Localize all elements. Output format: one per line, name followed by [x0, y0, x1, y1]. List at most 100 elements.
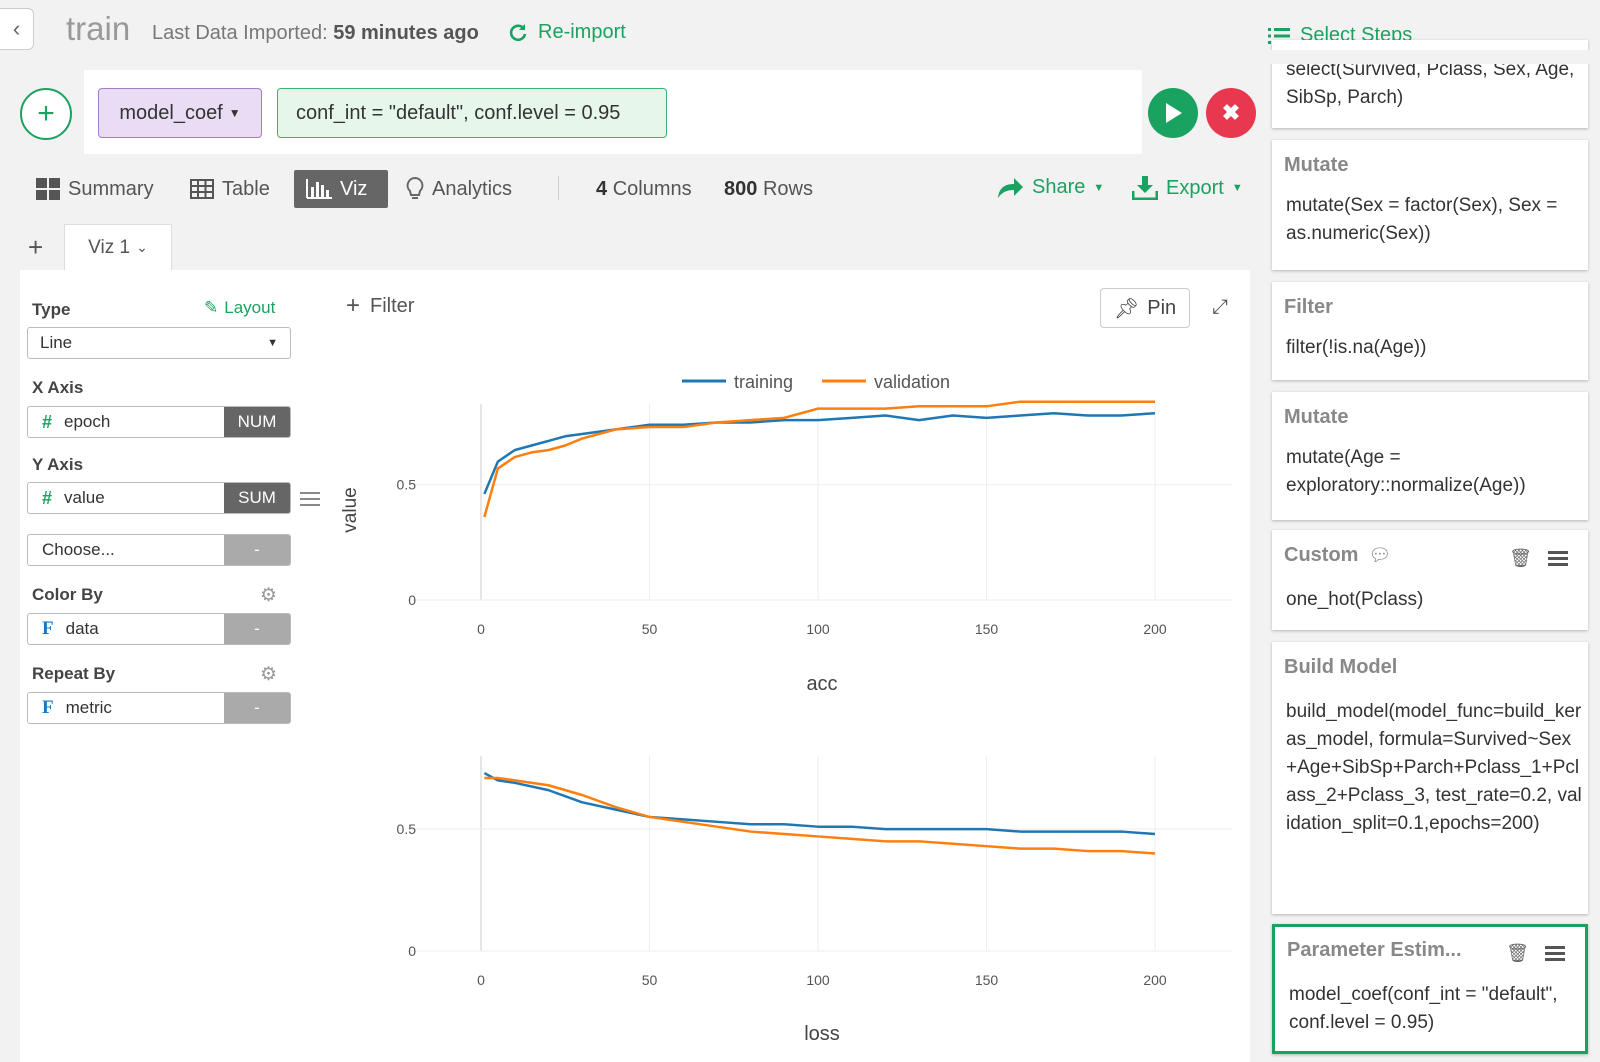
series-line-validation [483, 400, 1155, 518]
arguments-input[interactable]: conf_int = "default", conf.level = 0.95 [277, 88, 667, 138]
hash-icon: # [42, 487, 53, 508]
step-body: model_coef(conf_int = "default", conf.le… [1289, 984, 1558, 1033]
step-card-filter[interactable]: Filter filter(!is.na(Age)) [1272, 282, 1588, 380]
filter-button[interactable]: + Filter [346, 292, 415, 319]
tab-analytics[interactable]: Analytics [394, 170, 524, 208]
layout-button[interactable]: ✎ Layout [204, 298, 276, 317]
comment-icon[interactable]: 💬︎ [1368, 545, 1392, 565]
series-line-training [483, 771, 1156, 836]
menu-icon[interactable] [1545, 943, 1565, 964]
divider [558, 176, 559, 200]
step-card-build-model[interactable]: Build Model build_model(model_func=build… [1272, 642, 1588, 914]
repeat-by-label: Repeat By [32, 664, 116, 683]
chart-type-select[interactable]: Line ▼ [27, 327, 291, 359]
hash-icon: # [42, 411, 53, 432]
color-by-label: Color By [32, 585, 103, 604]
reimport-button[interactable]: Re-import [508, 21, 626, 44]
chevron-down-icon: ⌄ [136, 239, 148, 255]
add-viz-button[interactable]: + [28, 232, 43, 263]
y-axis-label: value [340, 487, 361, 532]
x-tick-label: 150 [975, 621, 999, 637]
legend-label: validation [874, 372, 950, 392]
share-button[interactable]: Share ▼ [996, 176, 1104, 199]
tab-table[interactable]: Table [178, 170, 282, 208]
step-title: Build Model [1284, 656, 1398, 678]
x-tick-label: 0 [477, 972, 485, 988]
facet-title: acc [806, 673, 837, 695]
x-tick-label: 150 [975, 972, 999, 988]
x-tick-label: 200 [1143, 621, 1167, 637]
series-line-training [483, 411, 1156, 495]
x-axis-field[interactable]: # epoch NUM [27, 406, 291, 438]
function-select[interactable]: model_coef ▼ [98, 88, 262, 138]
export-button[interactable]: Export ▼ [1132, 176, 1243, 200]
pin-icon: 📌︎ [1113, 297, 1140, 320]
back-button[interactable]: ‹ [0, 8, 34, 50]
series-line-validation [484, 776, 1156, 855]
plus-icon: + [28, 232, 44, 262]
gear-icon[interactable]: ⚙ [260, 585, 278, 606]
trash-icon[interactable]: 🗑︎ [1509, 548, 1532, 568]
x-tick-label: 100 [806, 621, 830, 637]
y-tick-label: 0 [408, 592, 416, 608]
y-axis-add-field[interactable]: Choose... - [27, 534, 291, 566]
tab-viz-1[interactable]: Viz 1 ⌄ [64, 224, 172, 270]
menu-icon[interactable] [300, 488, 320, 510]
pin-button[interactable]: 📌︎ Pin [1100, 288, 1190, 328]
bar-chart-icon [306, 179, 332, 199]
step-title: Filter [1284, 296, 1333, 318]
step-body: one_hot(Pclass) [1286, 589, 1424, 610]
expand-icon[interactable]: ⤢ [1212, 296, 1228, 318]
type-label: Type [32, 300, 71, 319]
plus-icon: + [37, 97, 55, 130]
cancel-button[interactable]: ✖ [1206, 88, 1256, 138]
caret-down-icon: ▼ [1093, 181, 1105, 194]
step-card-custom[interactable]: Custom 💬︎ 🗑︎ one_hot(Pclass) [1272, 530, 1588, 630]
step-card-mutate-sex[interactable]: Mutate mutate(Sex = factor(Sex), Sex = a… [1272, 140, 1588, 270]
factor-icon: F [42, 618, 54, 639]
play-icon [1166, 103, 1182, 123]
step-title: Mutate [1284, 154, 1349, 176]
rows-count: 800 Rows [724, 178, 813, 200]
y-axis-aggregation[interactable]: SUM [224, 483, 290, 513]
step-body: mutate(Age = exploratory::normalize(Age)… [1286, 447, 1526, 496]
grid-icon [36, 178, 60, 200]
x-axis-label: X Axis [32, 378, 84, 397]
y-tick-label: 0.5 [397, 821, 417, 837]
lightbulb-icon [406, 177, 424, 199]
step-body: select(Survived, Pclass, Sex, Age, SibSp… [1286, 59, 1575, 108]
x-axis-type[interactable]: NUM [224, 407, 290, 437]
menu-icon[interactable] [1548, 548, 1568, 569]
trash-icon[interactable]: 🗑︎ [1506, 943, 1529, 963]
tab-summary[interactable]: Summary [24, 170, 166, 208]
plus-icon: + [346, 292, 361, 319]
chevron-left-icon: ‹ [12, 16, 21, 41]
last-imported-status: Last Data Imported: 59 minutes ago [152, 22, 479, 44]
caret-down-icon: ▼ [228, 106, 241, 120]
caret-down-icon: ▼ [267, 337, 278, 349]
chart-area: 0 50 100 150 200 0 0.5 acc value 0 50 100 150 200 0 0.5… [340, 372, 1232, 1045]
x-tick-label: 50 [642, 972, 658, 988]
step-body: mutate(Sex = factor(Sex), Sex = as.numer… [1286, 195, 1558, 244]
step-card-mutate-age[interactable]: Mutate mutate(Age = exploratory::normali… [1272, 392, 1588, 520]
x-tick-label: 50 [642, 621, 658, 637]
download-icon [1132, 176, 1158, 200]
step-card-parameter-estimates[interactable]: Parameter Estim... 🗑︎ model_coef(conf_in… [1272, 924, 1588, 1054]
columns-count: 4 Columns [596, 178, 692, 200]
y-axis-field[interactable]: # value SUM [27, 482, 291, 514]
step-title: Custom [1284, 544, 1359, 566]
add-step-button[interactable]: + [20, 88, 72, 140]
gear-icon[interactable]: ⚙ [260, 664, 278, 685]
tab-viz[interactable]: Viz [294, 170, 388, 208]
refresh-icon [509, 23, 527, 41]
run-button[interactable] [1148, 88, 1198, 138]
step-title: Parameter Estim... [1287, 939, 1462, 961]
x-tick-label: 200 [1143, 972, 1167, 988]
legend-label: training [734, 372, 793, 392]
y-tick-label: 0 [408, 943, 416, 959]
x-tick-label: 100 [806, 972, 830, 988]
y-axis-label: Y Axis [32, 455, 84, 474]
close-icon: ✖ [1221, 100, 1241, 125]
